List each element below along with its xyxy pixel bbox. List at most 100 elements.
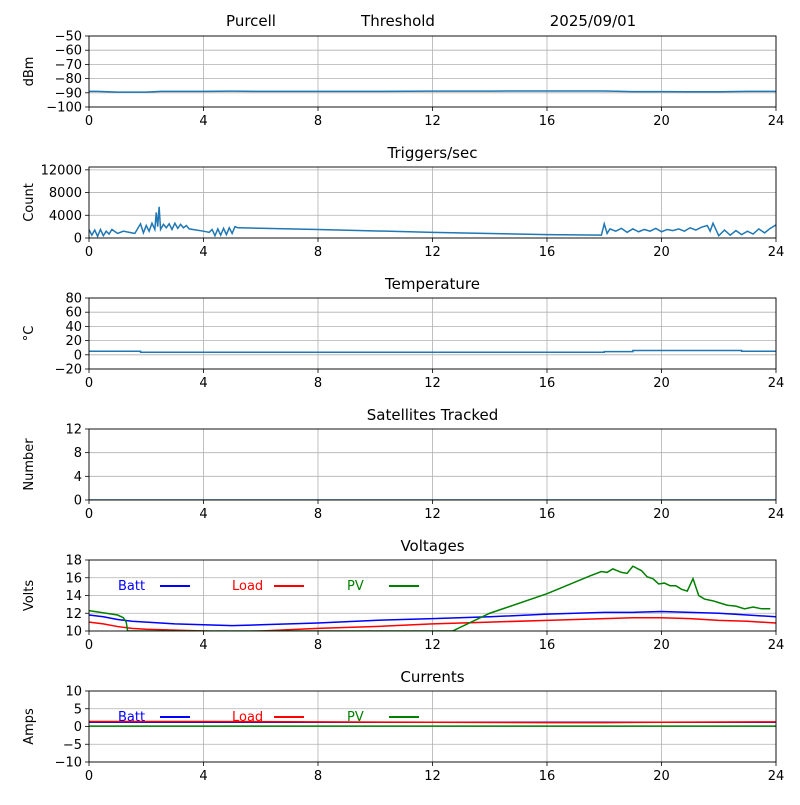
x-tick-label: 8 <box>314 114 322 129</box>
chart-title: Temperature <box>384 275 480 293</box>
legend-label-batt: Batt <box>118 579 145 594</box>
y-axis-label: Volts <box>22 580 37 612</box>
y-axis-label: Count <box>22 183 37 222</box>
x-tick-label: 4 <box>199 376 207 391</box>
x-tick-label: 24 <box>768 638 785 653</box>
x-tick-label: 16 <box>539 114 556 129</box>
x-tick-label: 24 <box>768 114 785 129</box>
y-tick-label: 16 <box>65 571 82 586</box>
y-tick-label: 0 <box>74 232 82 247</box>
y-tick-label: 60 <box>65 306 82 321</box>
x-tick-label: 16 <box>539 245 556 260</box>
legend-label-pv: PV <box>347 579 364 594</box>
x-tick-label: 16 <box>539 638 556 653</box>
y-axis-label: Number <box>22 438 37 491</box>
series-line-batt <box>89 610 776 627</box>
y-tick-label: 8 <box>74 446 82 461</box>
x-tick-label: 0 <box>85 245 93 260</box>
x-tick-label: 0 <box>85 114 93 129</box>
legend-label-pv: PV <box>347 710 364 725</box>
chart-panel-5: 0 4 8 12 16 20 24 10 12 14 16 18 Voltages Volts Batt Lo… <box>22 537 784 653</box>
y-tick-label: 18 <box>65 554 82 569</box>
y-tick-label: 0 <box>74 720 82 735</box>
chart-panel-6: 0 4 8 12 16 20 24 −10 −5 0 5 10 Currents Amps Batt Load… <box>22 668 784 784</box>
x-tick-label: 4 <box>199 638 207 653</box>
y-tick-label: −70 <box>55 58 82 73</box>
x-tick-label: 24 <box>768 245 785 260</box>
y-tick-label: −60 <box>55 44 82 59</box>
y-tick-label: −10 <box>55 756 82 771</box>
x-tick-label: 20 <box>653 769 670 784</box>
chart-title: Currents <box>400 668 464 686</box>
y-tick-label: 0 <box>74 348 82 363</box>
x-tick-label: 20 <box>653 376 670 391</box>
x-tick-label: 16 <box>539 507 556 522</box>
x-tick-label: 16 <box>539 769 556 784</box>
y-tick-label: −20 <box>55 363 82 378</box>
series-line-load <box>89 616 776 631</box>
x-tick-label: 24 <box>768 507 785 522</box>
legend-label-load: Load <box>232 710 263 725</box>
x-tick-label: 0 <box>85 376 93 391</box>
x-tick-label: 12 <box>424 769 441 784</box>
series-line-load <box>89 720 776 724</box>
series-line-pv <box>89 565 771 631</box>
x-tick-label: 20 <box>653 245 670 260</box>
x-tick-label: 0 <box>85 638 93 653</box>
y-tick-label: 40 <box>65 320 82 335</box>
x-tick-label: 24 <box>768 376 785 391</box>
y-tick-label: 12 <box>65 423 82 438</box>
x-tick-label: 20 <box>653 114 670 129</box>
y-tick-label: −90 <box>55 86 82 101</box>
y-axis-label: dBm <box>22 57 37 87</box>
x-tick-label: 0 <box>85 769 93 784</box>
chart-panel-2: 0 4 8 12 16 20 24 0 4000 8000 12000 Triggers/sec Cou… <box>22 144 784 260</box>
y-axis-label: Amps <box>22 708 37 745</box>
chart-title: Satellites Tracked <box>367 406 498 424</box>
y-tick-label: −5 <box>63 738 82 753</box>
x-tick-label: 12 <box>424 245 441 260</box>
x-tick-label: 12 <box>424 507 441 522</box>
chart-panel-4: 0 4 8 12 16 20 24 0 4 8 12 Satellites Tracked Number <box>22 406 784 522</box>
header-mode: Threshold <box>360 12 435 30</box>
x-tick-label: 20 <box>653 507 670 522</box>
legend-label-batt: Batt <box>118 710 145 725</box>
x-tick-label: 12 <box>424 638 441 653</box>
x-tick-label: 12 <box>424 114 441 129</box>
x-tick-label: 24 <box>768 769 785 784</box>
x-tick-label: 4 <box>199 507 207 522</box>
x-tick-label: 8 <box>314 769 322 784</box>
legend-label-load: Load <box>232 579 263 594</box>
y-tick-label: 5 <box>74 702 82 717</box>
x-tick-label: 4 <box>199 769 207 784</box>
header-station: Purcell <box>226 12 276 30</box>
x-tick-label: 8 <box>314 507 322 522</box>
y-tick-label: 10 <box>65 625 82 640</box>
x-tick-label: 8 <box>314 245 322 260</box>
x-tick-label: 12 <box>424 376 441 391</box>
x-tick-label: 8 <box>314 376 322 391</box>
chart-title: Voltages <box>400 537 464 555</box>
chart-title: Triggers/sec <box>387 144 478 162</box>
series-line-1 <box>89 349 776 354</box>
y-tick-label: 12 <box>65 607 82 622</box>
y-tick-label: 4 <box>74 470 82 485</box>
y-tick-label: 80 <box>65 292 82 307</box>
y-tick-label: 0 <box>74 494 82 509</box>
x-tick-label: 20 <box>653 638 670 653</box>
y-tick-label: 8000 <box>49 186 82 201</box>
y-tick-label: 20 <box>65 334 82 349</box>
x-tick-label: 16 <box>539 376 556 391</box>
series-line-1 <box>89 90 776 93</box>
x-tick-label: 8 <box>314 638 322 653</box>
y-tick-label: −50 <box>55 30 82 45</box>
header-date: 2025/09/01 <box>550 12 636 30</box>
y-tick-label: −100 <box>46 101 82 116</box>
y-tick-label: 4000 <box>49 209 82 224</box>
x-tick-label: 4 <box>199 245 207 260</box>
x-tick-label: 4 <box>199 114 207 129</box>
chart-panel-1: 0 4 8 12 16 20 24 −100−90−80−70−60−50 dBm <box>22 30 784 130</box>
y-tick-label: −80 <box>55 72 82 87</box>
